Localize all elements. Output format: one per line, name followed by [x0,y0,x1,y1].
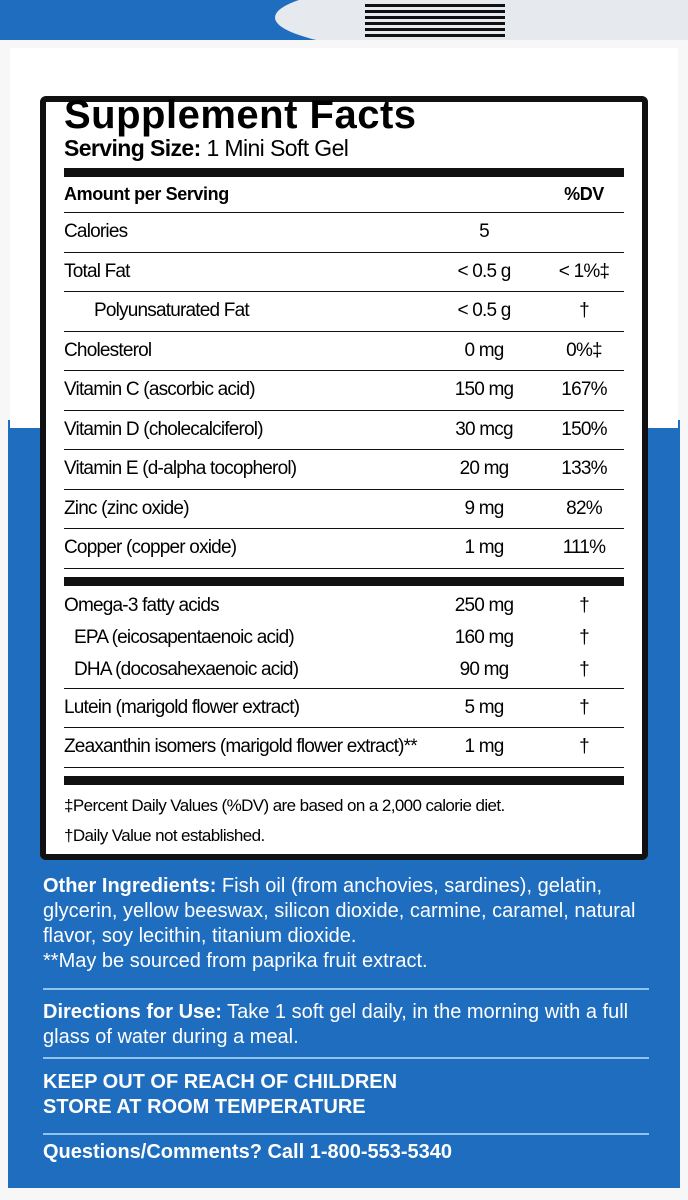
nutrient-amount: < 0.5 g [457,300,511,322]
directions-label: Directions for Use: [43,1001,222,1023]
nutrient-row: Vitamin D (cholecalciferol) 30 mcg 150% [64,411,624,450]
divider [43,1057,649,1059]
nutrient-amount: 30 mcg [455,418,513,440]
carotenoid-rows: Lutein (marigold flower extract) 5 mg † Zea… [64,689,624,768]
nutrient-name: Total Fat [64,260,130,282]
nutrient-name: Vitamin C (ascorbic acid) [64,379,256,401]
divider [64,576,624,586]
nutrient-name: DHA (docosahexaenoic acid) [74,658,299,680]
nutrient-name: Calories [64,221,128,243]
serving-size: Serving Size: 1 Mini Soft Gel [64,135,624,162]
nutrient-name: Zinc (zinc oxide) [64,497,190,519]
divider [64,775,624,785]
footnote-dv: ‡Percent Daily Values (%DV) are based on… [64,795,505,815]
nutrient-row: Zinc (zinc oxide) 9 mg 82% [64,490,624,529]
nutrient-dv: † [579,300,590,322]
nutrient-amount: 250 mg [454,594,514,616]
nutrient-amount: 5 [479,221,490,243]
divider [43,988,649,990]
serving-label: Serving Size: [64,135,201,161]
nutrient-row: Polyunsaturated Fat < 0.5 g † [64,292,624,332]
nutrient-amount: 20 mg [459,458,510,480]
nutrient-dv: 167% [561,379,607,401]
footnote-not-established: †Daily Value not established. [64,825,265,845]
directions-text: Take 1 soft gel daily, in the morning wi… [43,1001,629,1048]
dv-header: %DV [564,184,604,204]
nutrient-row: Vitamin E (d-alpha tocopherol) 20 mg 133% [64,450,624,490]
nutrient-dv: 150% [561,418,607,440]
other-ingredients-label: Other Ingredients: [43,875,217,897]
divider [43,1133,649,1135]
nutrient-amount: 0 mg [464,339,504,361]
facts-title: Supplement Facts [64,93,417,137]
paprika-note: **May be sourced from paprika fruit extr… [43,950,428,972]
nutrient-row: DHA (docosahexaenoic acid) 90 mg † [64,654,624,686]
directions: Directions for Use: Take 1 soft gel dail… [43,1000,649,1050]
nutrient-dv: 0%‡ [566,339,602,361]
nutrient-amount: 5 mg [464,696,504,718]
nutrient-name: Vitamin D (cholecalciferol) [64,418,264,440]
nutrient-name: Vitamin E (d-alpha tocopherol) [64,458,297,480]
nutrient-dv: † [579,658,590,680]
footnotes: ‡Percent Daily Values (%DV) are based on… [64,785,624,851]
nutrient-amount: 9 mg [464,497,504,519]
nutrient-name: Polyunsaturated Fat [94,300,250,322]
nutrient-name: Omega-3 fatty acids [64,594,220,616]
nutrient-row: Vitamin C (ascorbic acid) 150 mg 167% [64,371,624,411]
nutrient-row: Zeaxanthin isomers (marigold flower extr… [64,728,624,768]
nutrient-amount: 150 mg [454,379,514,401]
nutrient-dv: † [579,696,590,718]
nutrient-name: Copper (copper oxide) [64,537,237,559]
box-top [0,0,688,40]
omega-group: Omega-3 fatty acids 250 mg † EPA (eicosapen… [64,586,624,689]
nutrient-amount: 1 mg [464,736,504,758]
nutrient-name: EPA (eicosapentaenoic acid) [74,626,295,648]
nutrient-amount: 90 mg [459,658,510,680]
supplement-facts-table: Supplement Facts Serving Size: 1 Mini So… [40,93,648,860]
nutrient-dv: < 1%‡ [558,260,610,282]
nutrient-row: Copper (copper oxide) 1 mg 111% [64,529,624,569]
nutrient-amount: 160 mg [454,626,514,648]
nutrient-dv: 133% [561,458,607,480]
warning-children: KEEP OUT OF REACH OF CHILDREN [43,1071,398,1093]
table-header: Amount per Serving %DV [64,177,624,213]
barcode [365,4,505,40]
nutrient-dv: 111% [562,537,606,559]
nutrient-name: Zeaxanthin isomers (marigold flower extr… [64,736,418,758]
warnings: KEEP OUT OF REACH OF CHILDREN STORE AT RO… [43,1070,649,1120]
contact-phone: Questions/Comments? Call 1-800-553-5340 [43,1141,453,1163]
divider [64,168,624,177]
other-ingredients: Other Ingredients: Fish oil (from anchov… [43,874,649,974]
nutrient-amount: < 0.5 g [457,260,511,282]
nutrient-rows: Calories 5 Total Fat < 0.5 g < 1%‡ Polyunsatu… [64,213,624,569]
nutrient-name: Cholesterol [64,339,152,361]
nutrient-row: Lutein (marigold flower extract) 5 mg † [64,689,624,728]
nutrient-dv: † [579,594,590,616]
nutrient-dv: 82% [566,497,602,519]
amount-header: Amount per Serving [64,184,229,204]
nutrient-row: Calories 5 [64,213,624,253]
nutrient-row: Omega-3 fatty acids 250 mg † [64,590,624,622]
nutrient-amount: 1 mg [464,537,504,559]
serving-value: 1 Mini Soft Gel [206,135,349,161]
nutrient-dv: † [579,736,590,758]
nutrient-row: Cholesterol 0 mg 0%‡ [64,332,624,371]
nutrient-row: Total Fat < 0.5 g < 1%‡ [64,253,624,292]
nutrient-dv: † [579,626,590,648]
warning-storage: STORE AT ROOM TEMPERATURE [43,1096,366,1118]
nutrient-name: Lutein (marigold flower extract) [64,696,300,718]
other-ingredients-text: Fish oil (from anchovies, sardines), gel… [43,875,636,947]
nutrient-row: EPA (eicosapentaenoic acid) 160 mg † [64,622,624,654]
